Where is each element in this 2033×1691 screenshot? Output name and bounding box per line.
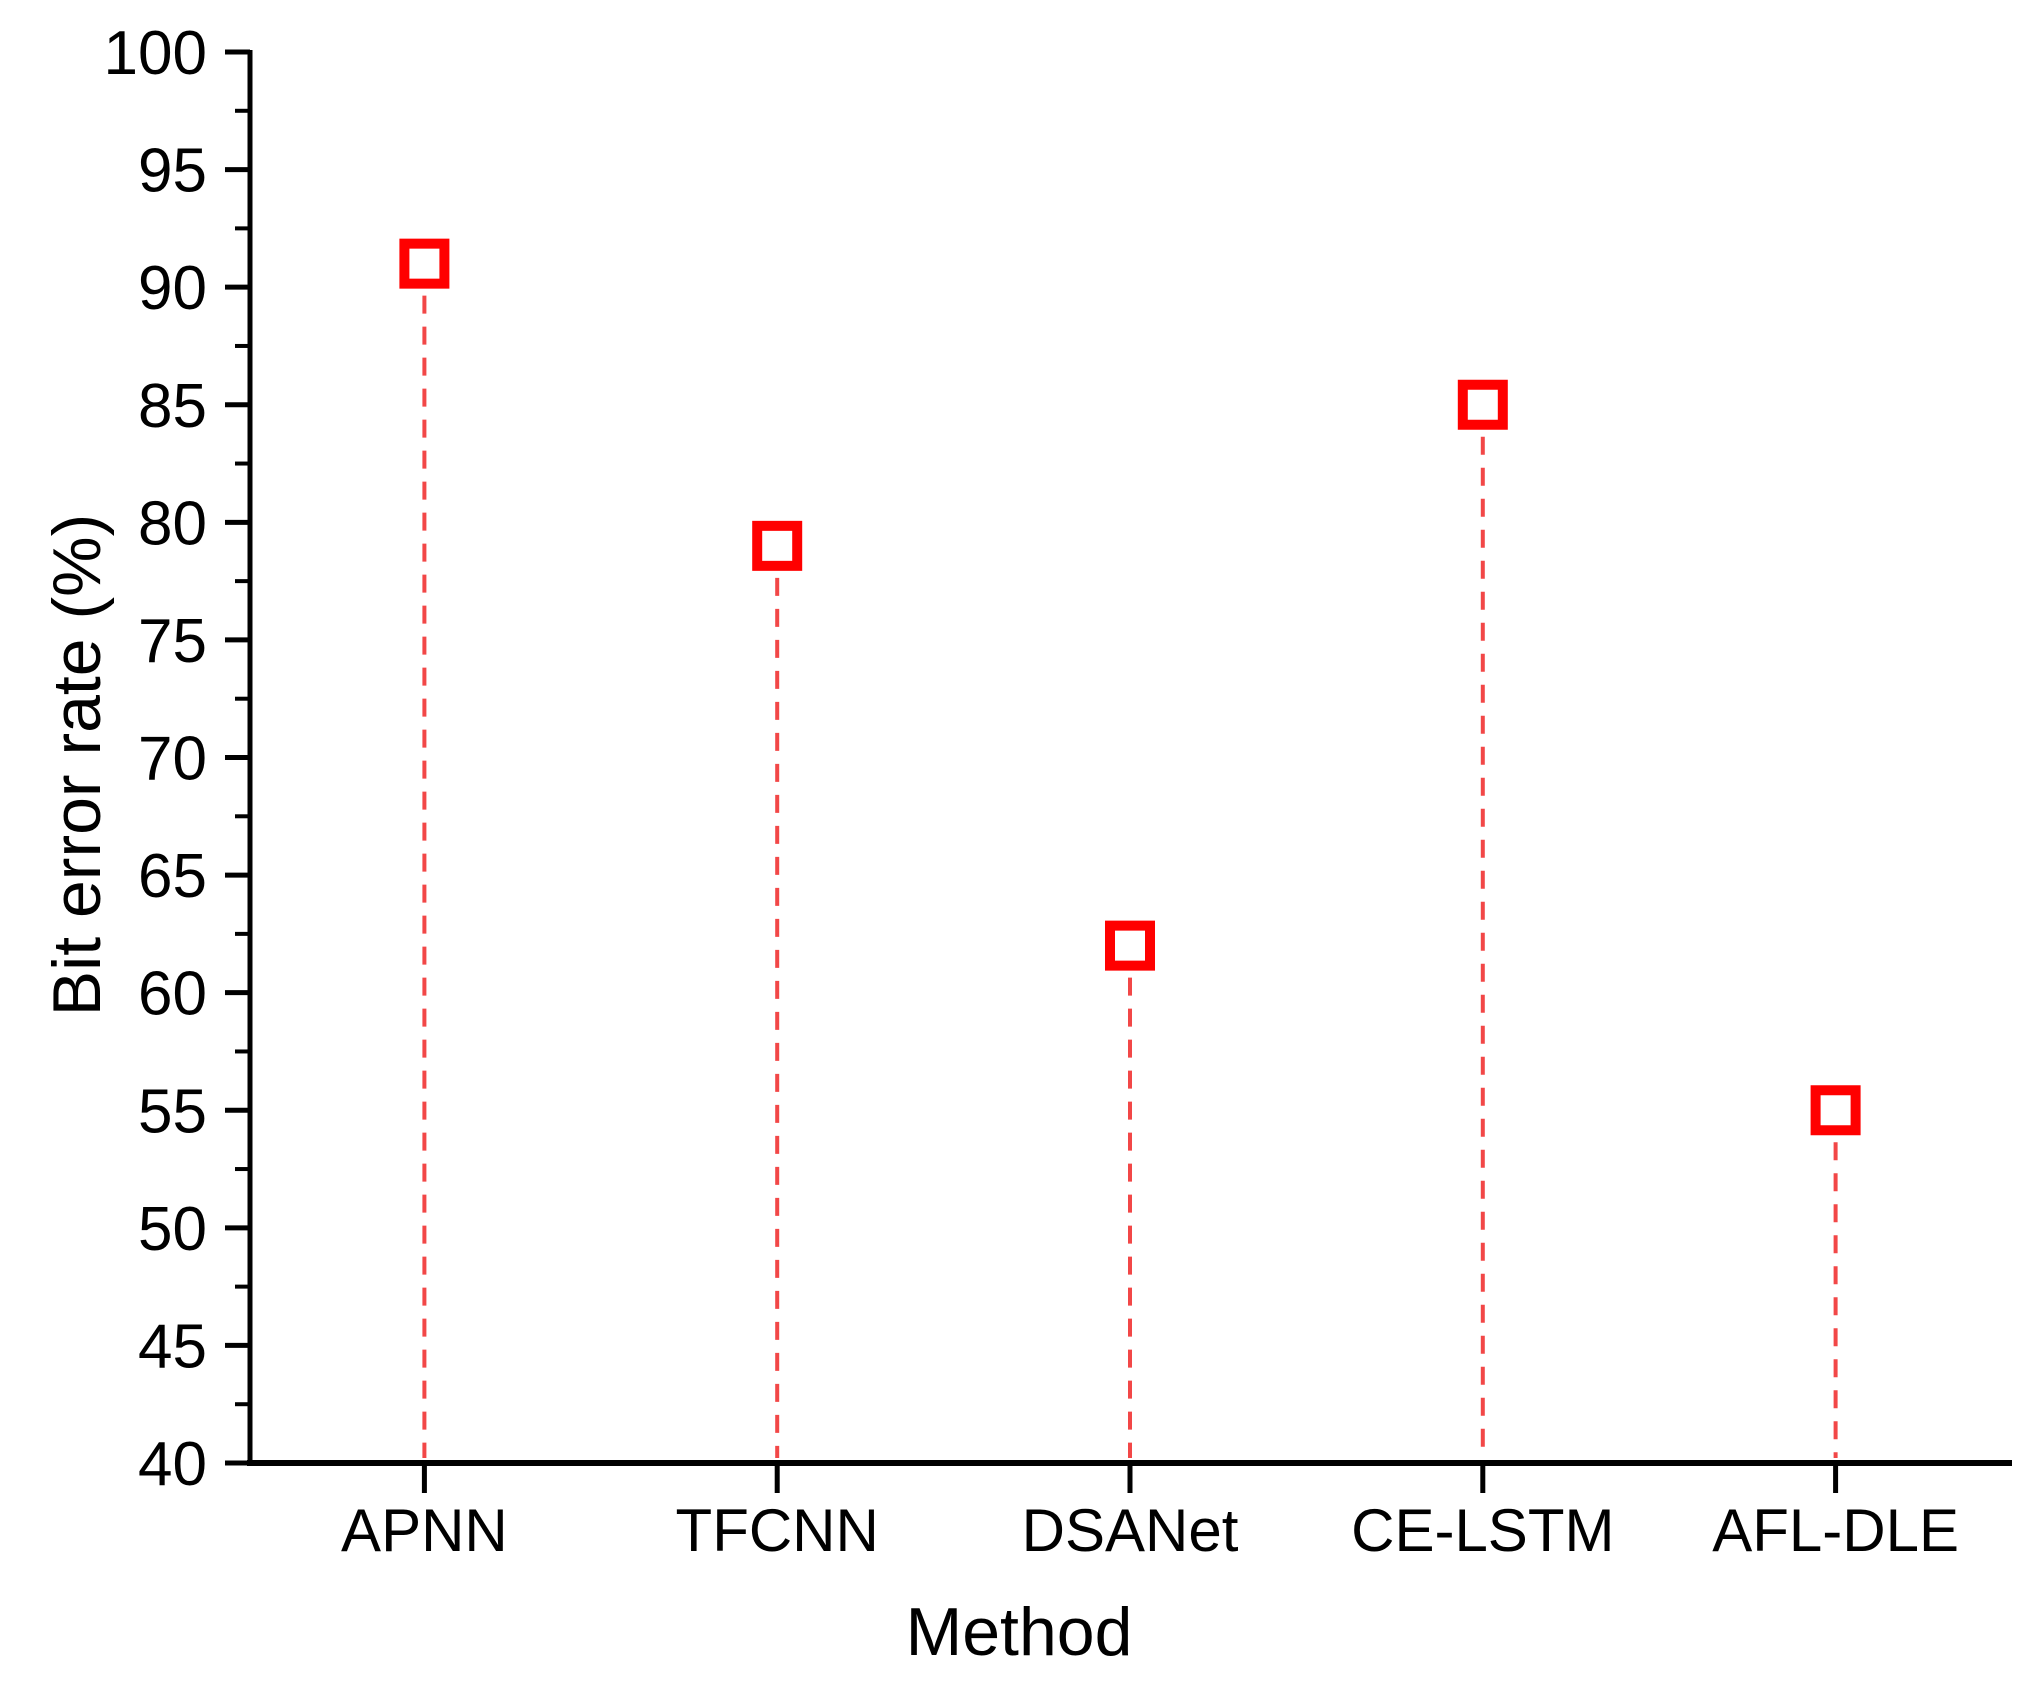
x-tick-label: CE-LSTM <box>1351 1497 1614 1564</box>
y-tick-label: 65 <box>138 842 207 911</box>
y-tick-label: 80 <box>138 489 207 558</box>
x-tick-label: TFCNN <box>676 1497 879 1564</box>
x-tick-label: APNN <box>341 1497 508 1564</box>
y-tick-label: 90 <box>138 254 207 323</box>
x-tick-label: DSANet <box>1022 1497 1239 1564</box>
data-marker <box>1457 379 1508 430</box>
y-tick-label: 40 <box>138 1430 207 1499</box>
data-marker <box>1105 920 1155 971</box>
y-tick-label: 75 <box>138 607 207 676</box>
y-tick-label: 60 <box>138 960 207 1029</box>
data-marker <box>1810 1085 1861 1136</box>
y-tick-label: 50 <box>138 1195 207 1264</box>
y-tick-label: 45 <box>138 1312 207 1381</box>
y-tick-label: 85 <box>138 372 207 441</box>
data-marker <box>399 238 450 289</box>
y-tick-label: 100 <box>104 19 207 88</box>
x-tick-label: AFL-DLE <box>1712 1497 1959 1564</box>
y-tick-label: 55 <box>138 1077 207 1146</box>
y-tick-label: 70 <box>138 725 207 794</box>
data-marker <box>752 520 803 571</box>
x-axis-title: Method <box>905 1594 1133 1670</box>
y-axis-title: Bit error rate (%) <box>39 513 115 1017</box>
y-tick-label: 95 <box>138 137 207 206</box>
